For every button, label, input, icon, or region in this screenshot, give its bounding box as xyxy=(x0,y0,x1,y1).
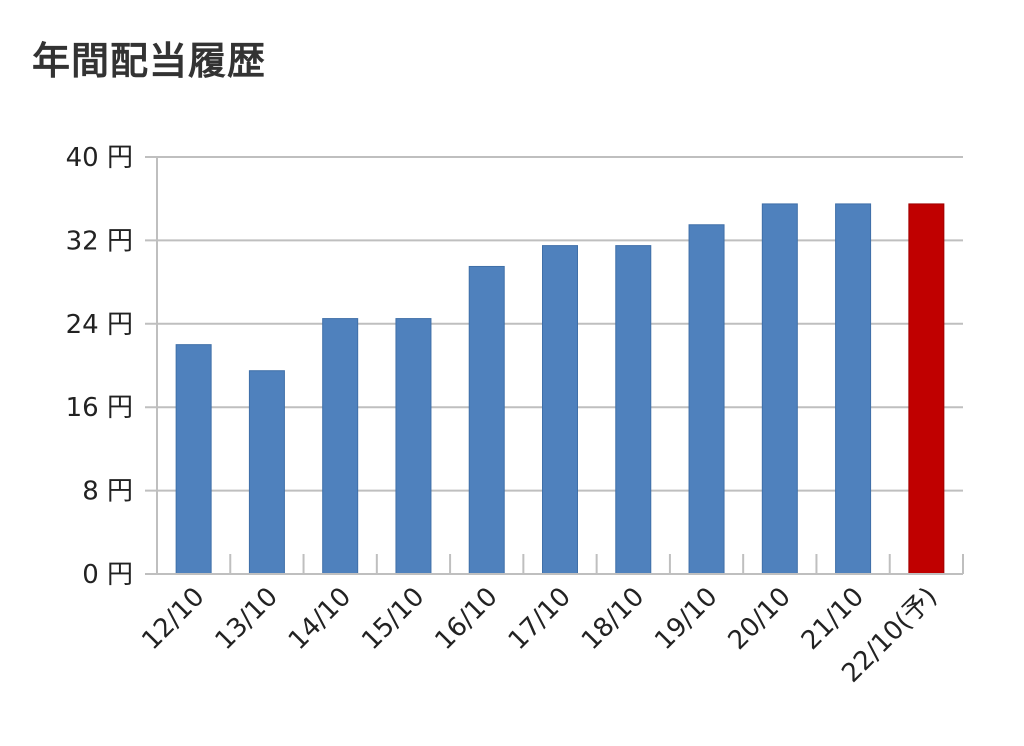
bar-20/10 xyxy=(761,203,798,575)
bars xyxy=(175,203,945,575)
x-tick-label-15/10: 15/10 xyxy=(356,582,430,656)
y-tick-label-8: 8 円 xyxy=(82,477,133,507)
bar-17/10 xyxy=(542,245,578,575)
x-tick-label-18/10: 18/10 xyxy=(576,582,650,656)
bar-14/10 xyxy=(322,318,359,575)
y-tick-label-40: 40 円 xyxy=(66,143,133,173)
x-tick-label-12/10: 12/10 xyxy=(136,582,210,656)
bar-18/10 xyxy=(615,245,652,575)
bar-13/10 xyxy=(248,370,285,575)
bar-12/10 xyxy=(175,344,212,575)
y-tick-labels: 0 円 8 円 16 円 24 円 32 円 40 円 xyxy=(66,143,133,590)
x-tick-labels: 12/10 13/10 14/10 15/10 16/10 17/10 18/10 19/10… xyxy=(136,582,943,689)
x-tick-label-17/10: 17/10 xyxy=(503,582,577,656)
x-tick-label-13/10: 13/10 xyxy=(210,582,284,656)
x-tick-label-20/10: 20/10 xyxy=(723,582,797,656)
bar-22/10(予) xyxy=(908,203,945,575)
y-tick-label-24: 24 円 xyxy=(66,310,133,340)
y-tick-label-0: 0 円 xyxy=(82,560,133,590)
bar-15/10 xyxy=(395,318,432,575)
x-tick-label-16/10: 16/10 xyxy=(429,582,503,656)
axes xyxy=(145,157,964,575)
bar-16/10 xyxy=(468,265,505,575)
chart-title: 年間配当履歴 xyxy=(32,39,267,83)
x-tick-label-19/10: 19/10 xyxy=(649,582,723,656)
bar-21/10 xyxy=(835,203,872,575)
y-tick-label-16: 16 円 xyxy=(66,393,133,423)
bar-19/10 xyxy=(688,224,725,575)
y-tick-label-32: 32 円 xyxy=(66,226,133,256)
x-tick-label-14/10: 14/10 xyxy=(283,582,357,656)
